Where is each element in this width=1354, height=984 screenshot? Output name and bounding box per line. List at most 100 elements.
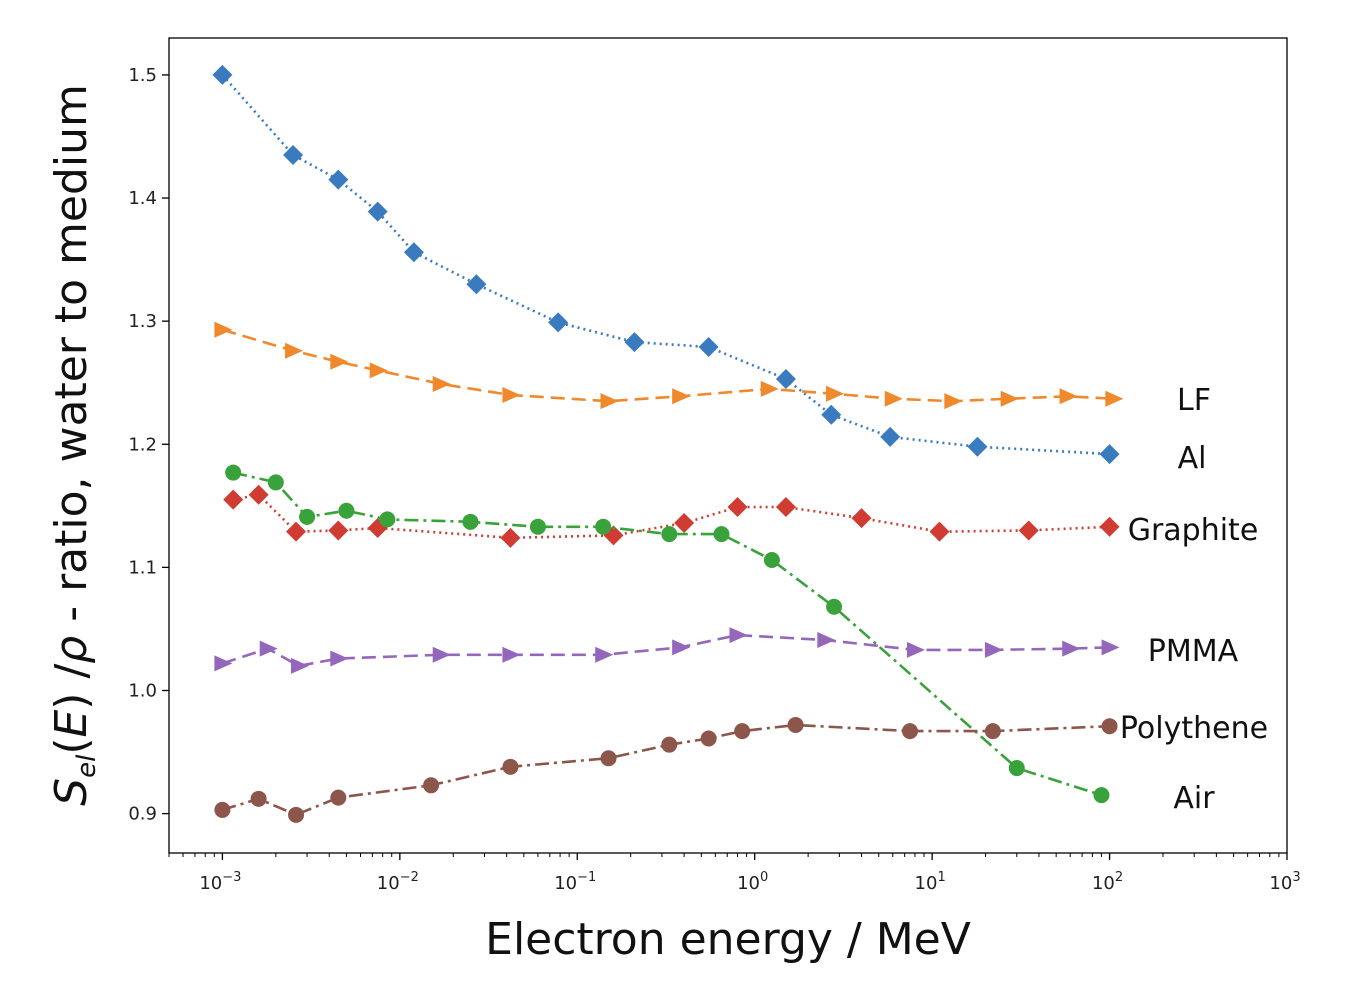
data-point [967,436,988,457]
data-point [600,750,617,767]
data-point [259,640,278,657]
labels-layer: Al LF Graphite Air PMMA Polythene [1120,383,1268,816]
data-point [423,777,440,794]
data-point [502,387,521,404]
data-point [432,646,451,663]
data-point [432,375,451,392]
data-point [906,641,925,658]
data-point [500,527,521,548]
data-point [225,464,242,481]
y-tick-label: 1.2 [128,434,157,455]
data-point [674,513,695,534]
data-point [379,511,396,528]
series-label-al: Al [1178,441,1207,476]
data-point [826,598,843,615]
data-point [223,489,244,510]
data-point [661,526,678,543]
data-point [880,426,901,447]
data-point [1018,520,1039,541]
data-point [328,520,349,541]
series-lf [214,321,1124,410]
data-point [1101,639,1120,656]
data-point [729,627,748,644]
data-point [529,518,546,535]
data-point [901,723,918,740]
data-point [1105,390,1124,407]
data-point [330,789,347,806]
data-point [760,380,779,397]
x-tick-label: 10−1 [554,870,596,894]
data-point [944,393,963,410]
data-point [502,758,519,775]
data-point [1059,388,1078,405]
data-point [984,723,1001,740]
data-point [600,393,619,410]
data-point [1099,444,1120,465]
x-tick-label: 10−2 [377,870,419,894]
data-point [212,64,233,85]
series-label-lf: LF [1177,383,1211,418]
data-point [763,551,780,568]
data-point [267,474,284,491]
data-point [700,730,717,747]
series-label-polythene: Polythene [1120,711,1268,746]
series-layer [212,64,1124,823]
data-point [288,806,305,823]
data-point [698,337,719,358]
data-point [624,332,645,353]
data-point [214,321,233,338]
data-point [328,169,349,190]
data-point [367,201,388,222]
data-point [851,508,872,529]
data-point [1101,718,1118,735]
data-point [1093,787,1110,804]
data-point [929,521,950,542]
y-axis-label: Sel(E) /ρ - ratio, water to medium [46,84,102,806]
series-label-graphite: Graphite [1128,513,1259,548]
data-point [285,342,304,359]
data-point [250,790,267,807]
data-point [826,385,845,402]
data-point [1099,516,1120,537]
data-point [214,655,233,672]
series-al [212,64,1120,465]
y-tick-label: 0.9 [128,804,157,825]
data-point [821,404,842,425]
data-point [299,508,316,525]
y-tick-label: 1.1 [128,557,157,578]
data-point [595,518,612,535]
x-axis-label: Electron energy / MeV [485,914,971,965]
data-point [403,242,424,263]
data-point [1000,390,1019,407]
series-air [225,464,1110,804]
data-point [466,274,487,295]
y-tick-label: 1.3 [128,311,157,332]
data-point [775,369,796,390]
plot-frame [168,37,1288,854]
data-point [502,646,521,663]
data-point [290,657,309,674]
series-label-pmma: PMMA [1148,634,1239,669]
data-point [661,736,678,753]
series-pmma [214,627,1120,674]
data-point [734,723,751,740]
data-point [727,497,748,518]
data-point [672,388,691,405]
y-tick-label: 1.0 [128,680,157,701]
data-point [338,502,355,519]
data-point [248,484,269,505]
series-polythene [214,716,1118,823]
data-point [595,646,614,663]
data-point [787,716,804,733]
data-point [713,526,730,543]
series-graphite [223,484,1120,548]
series-line-air [232,471,1102,797]
series-line-al [221,74,1110,456]
data-point [1062,640,1081,657]
data-point [775,497,796,518]
data-point [817,632,836,649]
data-point [1008,760,1025,777]
data-point [548,312,569,333]
